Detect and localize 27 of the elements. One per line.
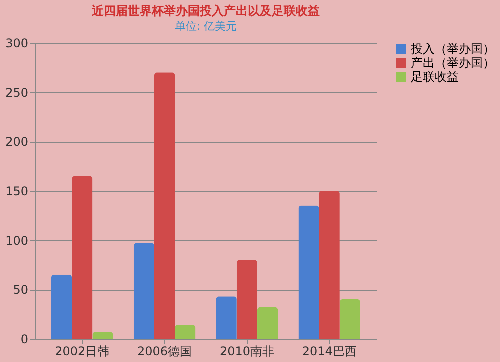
- bar: [175, 325, 196, 339]
- x-tick-label: 2014巴西: [302, 344, 357, 358]
- y-tick-label: 50: [13, 283, 28, 298]
- legend-label: 足联收益: [411, 70, 459, 84]
- bar: [298, 206, 320, 339]
- bar: [236, 260, 258, 339]
- y-tick-label: 100: [6, 234, 28, 248]
- legend-label: 投入（举办国）: [410, 42, 495, 56]
- y-tick-label: 300: [6, 36, 28, 50]
- legend-label: 产出（举办国）: [411, 56, 495, 70]
- x-tick-label: 2010南非: [220, 344, 274, 358]
- bar: [216, 296, 237, 339]
- bar: [154, 72, 176, 339]
- y-tick-label: 200: [6, 135, 28, 150]
- bar: [134, 243, 154, 339]
- chart-subtitle: 单位: 亿美元: [174, 20, 238, 33]
- y-tick-label: 250: [6, 86, 28, 100]
- bar: [51, 274, 72, 339]
- y-tick-label: 150: [6, 184, 28, 198]
- x-tick-label: 2006德国: [138, 344, 192, 358]
- bar: [340, 300, 361, 339]
- bar: [72, 176, 93, 339]
- y-tick-label: 0: [20, 332, 28, 346]
- x-tick-label: 2002日韩: [55, 344, 110, 358]
- chart-title: 近四届世界杯举办国投入产出以及足联收益: [91, 4, 320, 18]
- bar: [258, 307, 278, 339]
- bar: [319, 191, 340, 339]
